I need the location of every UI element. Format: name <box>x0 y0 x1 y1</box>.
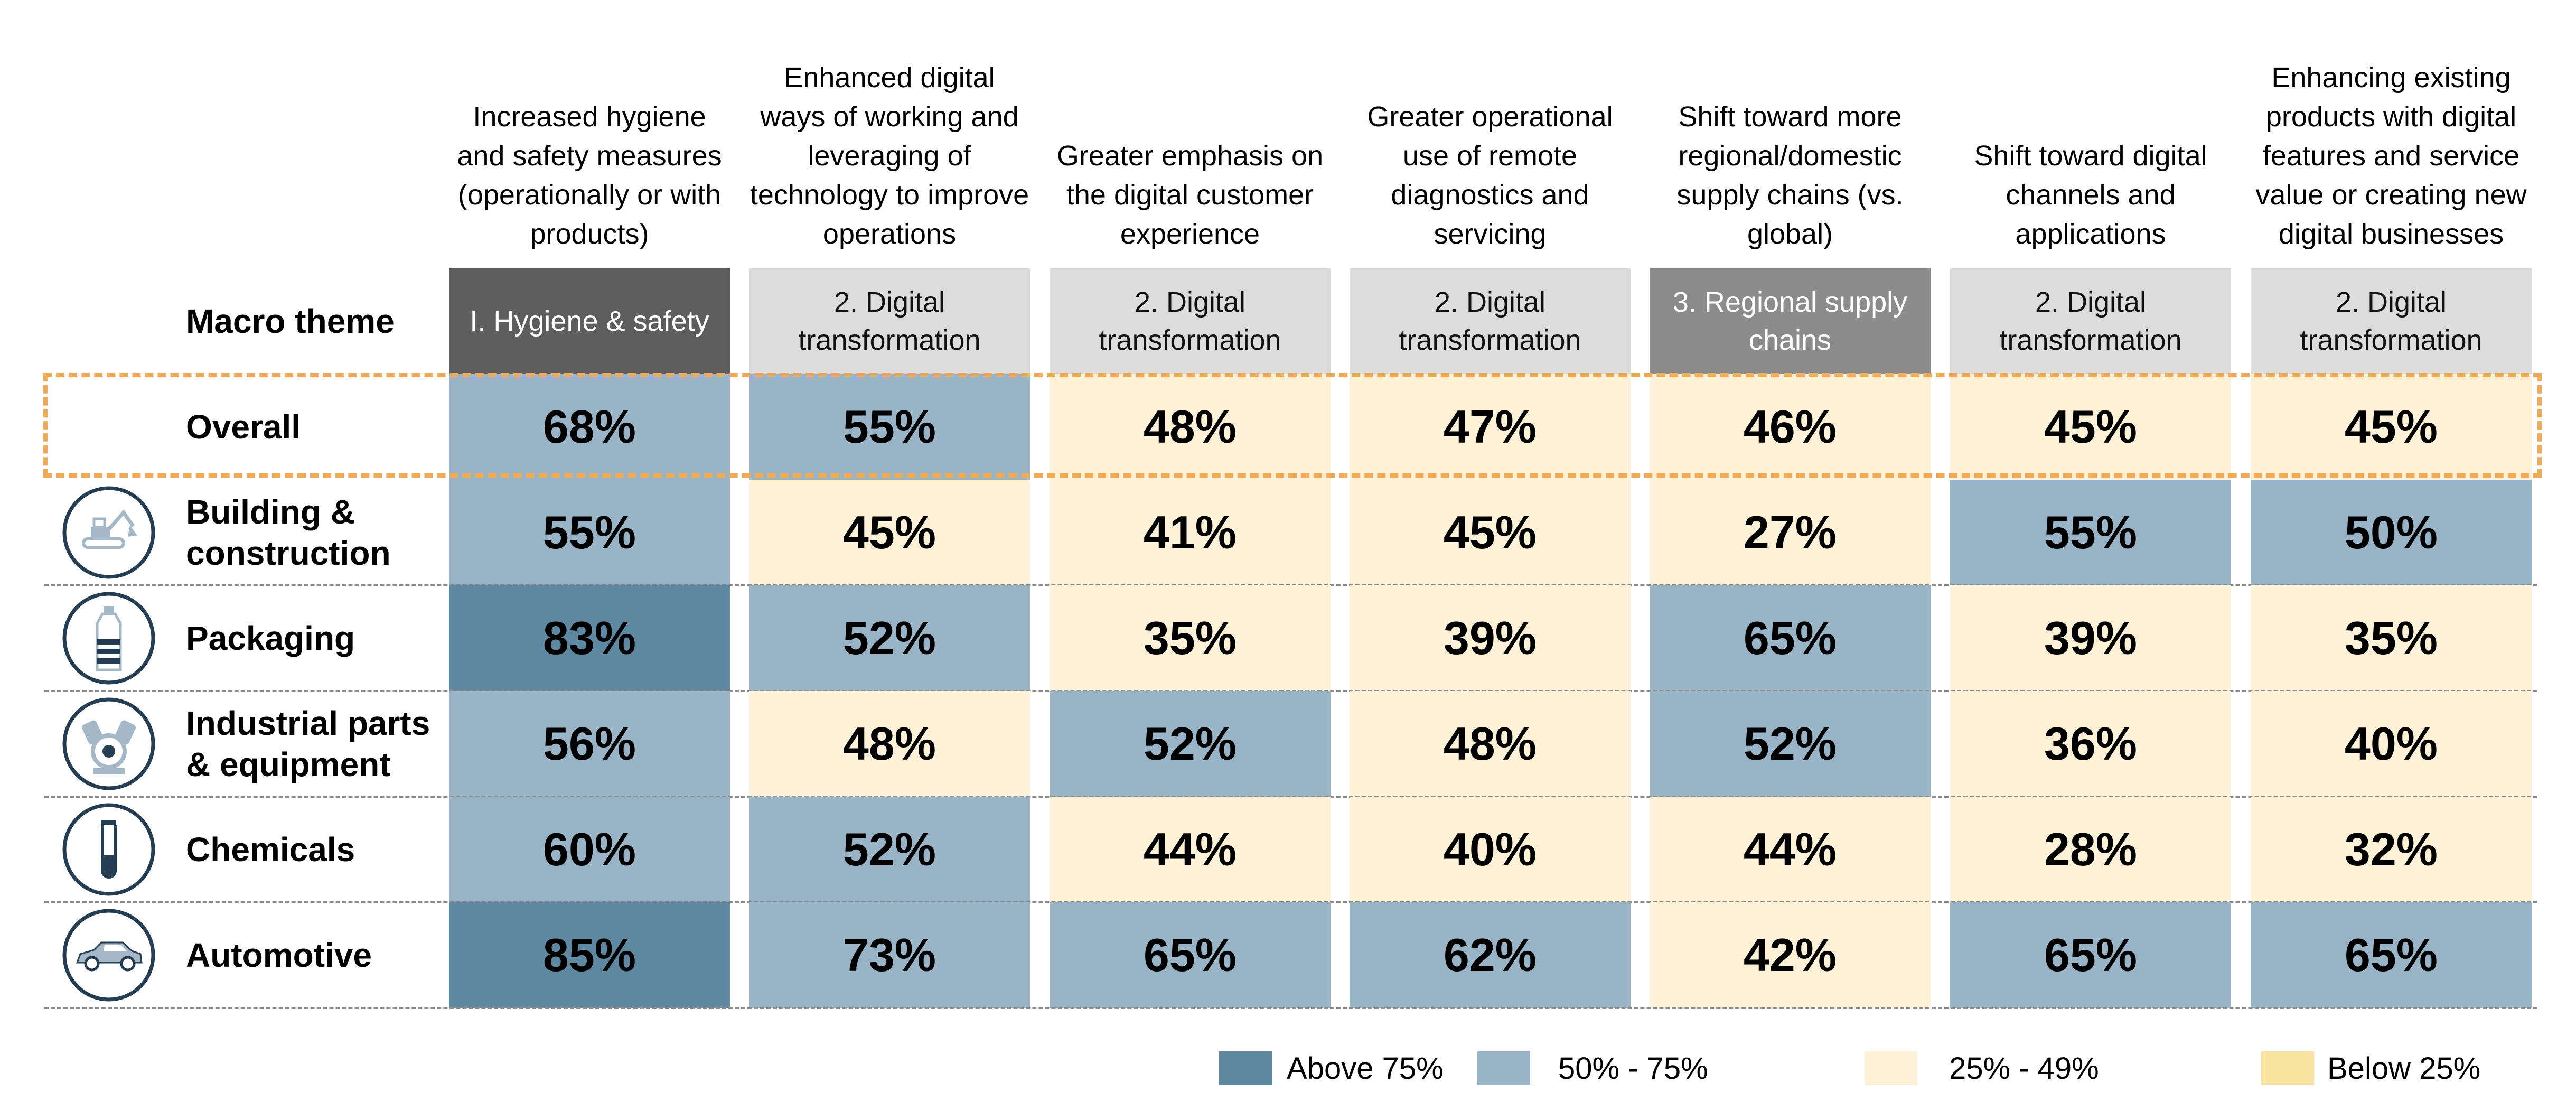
data-cell: 45% <box>1350 480 1631 585</box>
data-cell: 65% <box>1650 585 1931 691</box>
legend-swatch <box>1219 1051 1272 1085</box>
data-cell: 48% <box>1350 691 1631 797</box>
data-cell: 40% <box>2251 691 2532 797</box>
data-cell: 45% <box>2251 374 2532 480</box>
data-cell: 47% <box>1350 374 1631 480</box>
legend-label: Below 25% <box>2327 1051 2481 1086</box>
data-cell: 44% <box>1050 797 1331 902</box>
data-cell: 52% <box>749 797 1030 902</box>
data-cell: 40% <box>1350 797 1631 902</box>
data-cell: 52% <box>1050 691 1331 797</box>
legend-swatch <box>1865 1051 1917 1085</box>
data-cell: 65% <box>1950 902 2231 1008</box>
row-label: Building & construction <box>186 493 391 572</box>
row-label: Industrial parts & equipment <box>186 704 430 783</box>
column-header: Shift toward more regional/domestic supp… <box>1676 101 1904 250</box>
row-label: Automotive <box>186 936 372 974</box>
data-cell: 55% <box>449 480 730 585</box>
data-cell: 32% <box>2251 797 2532 902</box>
column-header: Greater emphasis on the digital customer… <box>1056 140 1324 250</box>
data-cell: 45% <box>1950 374 2231 480</box>
car-icon <box>62 909 155 1002</box>
theme-box: 2. Digital transformation <box>2251 268 2532 374</box>
data-cell: 83% <box>449 585 730 691</box>
data-cell: 85% <box>449 902 730 1008</box>
theme-box: 2. Digital transformation <box>749 268 1030 374</box>
data-cell: 27% <box>1650 480 1931 585</box>
theme-box: 3. Regional supply chains <box>1650 268 1931 374</box>
legend-swatch <box>2261 1051 2314 1085</box>
engine-icon <box>62 697 155 790</box>
data-cell: 55% <box>1950 480 2231 585</box>
data-cell: 35% <box>2251 585 2532 691</box>
data-cell: 65% <box>1050 902 1331 1008</box>
row-label: Chemicals <box>186 830 355 869</box>
column-header: Enhanced digital ways of working and lev… <box>750 62 1029 250</box>
theme-box: 2. Digital transformation <box>1350 268 1631 374</box>
test-tube-icon <box>62 803 155 896</box>
legend-label: Above 75% <box>1287 1051 1444 1086</box>
data-cell: 52% <box>1650 691 1931 797</box>
data-cell: 39% <box>1950 585 2231 691</box>
data-cell: 62% <box>1350 902 1631 1008</box>
column-header: Greater operational use of remote diagno… <box>1367 101 1613 250</box>
data-cell: 55% <box>749 374 1030 480</box>
excavator-icon <box>62 486 155 579</box>
row-label: Packaging <box>186 619 355 657</box>
data-cell: 73% <box>749 902 1030 1008</box>
legend-label: 50% - 75% <box>1558 1051 1708 1086</box>
column-header: Increased hygiene and safety measures (o… <box>457 101 722 250</box>
data-cell: 52% <box>749 585 1030 691</box>
column-header: Enhancing existing products with digital… <box>2255 62 2527 250</box>
data-cell: 36% <box>1950 691 2231 797</box>
data-cell: 39% <box>1350 585 1631 691</box>
data-cell: 28% <box>1950 797 2231 902</box>
column-header: Shift toward digital channels and applic… <box>1974 140 2207 250</box>
theme-box: 2. Digital transformation <box>1050 268 1331 374</box>
bottle-icon <box>62 592 155 685</box>
data-cell: 44% <box>1650 797 1931 902</box>
data-cell: 68% <box>449 374 730 480</box>
legend-swatch <box>1477 1051 1530 1085</box>
data-cell: 60% <box>449 797 730 902</box>
data-cell: 56% <box>449 691 730 797</box>
macro-theme-label: Macro theme <box>186 302 395 340</box>
row-label: Overall <box>186 408 301 446</box>
data-cell: 41% <box>1050 480 1331 585</box>
data-cell: 50% <box>2251 480 2532 585</box>
data-cell: 48% <box>1050 374 1331 480</box>
data-cell: 48% <box>749 691 1030 797</box>
data-cell: 46% <box>1650 374 1931 480</box>
overall-highlight-box <box>43 373 2542 478</box>
data-cell: 35% <box>1050 585 1331 691</box>
data-cell: 42% <box>1650 902 1931 1008</box>
row-separator <box>44 1007 2537 1009</box>
theme-box: 2. Digital transformation <box>1950 268 2231 374</box>
data-cell: 65% <box>2251 902 2532 1008</box>
theme-box: I. Hygiene & safety <box>449 268 730 374</box>
data-cell: 45% <box>749 480 1030 585</box>
legend-label: 25% - 49% <box>1949 1051 2099 1086</box>
